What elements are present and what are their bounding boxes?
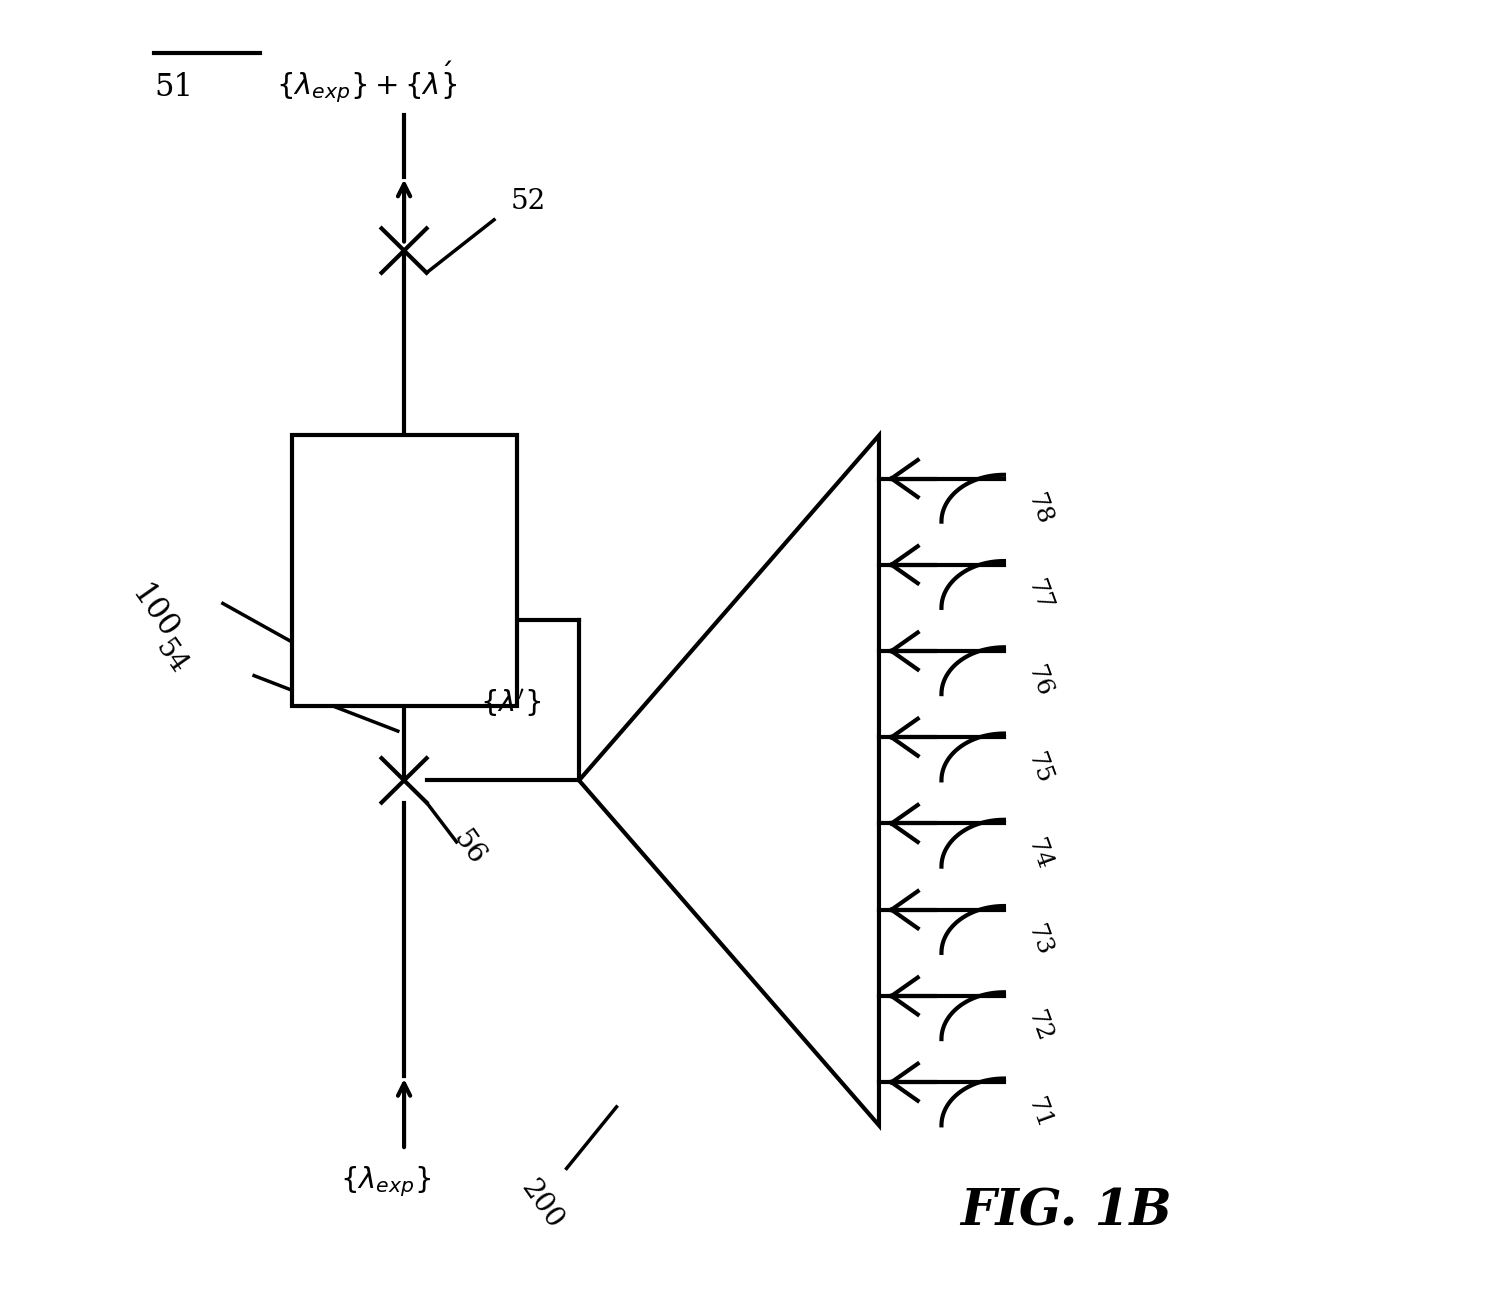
Text: 75: 75 <box>1022 750 1056 788</box>
Text: 200: 200 <box>516 1174 569 1233</box>
Text: 71: 71 <box>1022 1095 1056 1133</box>
Text: 72: 72 <box>1022 1008 1056 1046</box>
Text: 78: 78 <box>1022 491 1056 529</box>
Text: 56: 56 <box>448 825 490 870</box>
Text: 52: 52 <box>510 187 546 215</box>
Text: $\{\lambda'\}$: $\{\lambda'\}$ <box>480 686 541 719</box>
Text: $\{\lambda_{exp}\}$: $\{\lambda_{exp}\}$ <box>339 1165 431 1199</box>
Text: FIG. 1B: FIG. 1B <box>961 1187 1172 1236</box>
Text: 73: 73 <box>1022 922 1056 960</box>
Text: 51: 51 <box>154 72 193 103</box>
Text: 100: 100 <box>125 579 184 644</box>
Text: 54: 54 <box>149 635 192 680</box>
Text: 77: 77 <box>1022 577 1056 615</box>
Text: $\{\lambda_{exp}\}+\{\lambda\'\}$: $\{\lambda_{exp}\}+\{\lambda\'\}$ <box>276 60 457 105</box>
Text: 76: 76 <box>1022 663 1056 700</box>
Bar <box>291 435 517 707</box>
Text: 74: 74 <box>1022 836 1056 874</box>
